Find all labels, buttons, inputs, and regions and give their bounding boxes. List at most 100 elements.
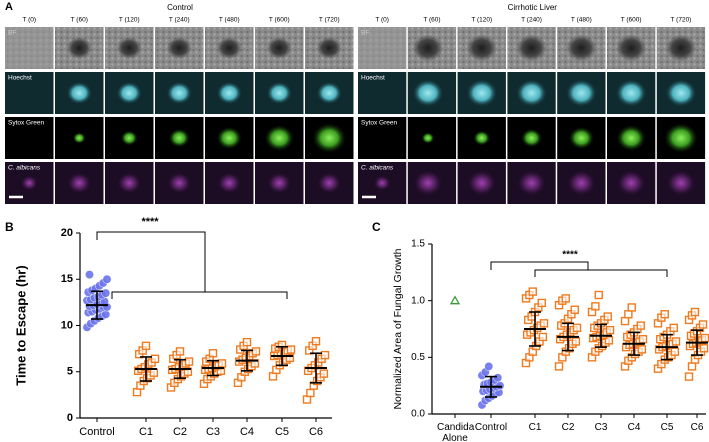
cell-blob (516, 34, 547, 62)
data-point (637, 345, 647, 354)
cell-blob (665, 79, 697, 107)
cell-blob (72, 132, 86, 144)
data-point (102, 274, 112, 284)
panel-title: Cirrhotic Liver (508, 3, 558, 12)
column-header: T (0) (375, 17, 389, 24)
row-label: BF (8, 30, 16, 37)
cell-blob (166, 171, 192, 195)
cell-blob (216, 126, 243, 150)
data-point (537, 298, 546, 308)
image-tile-texture (5, 27, 54, 69)
x-tick-label: Control (79, 426, 114, 438)
data-point (85, 270, 94, 280)
image-tile-texture (358, 27, 407, 69)
cell-blob (615, 34, 647, 62)
x-tick-label: C1 (139, 426, 153, 438)
data-point (660, 310, 669, 319)
panel-title: Control (167, 3, 193, 12)
data-point (306, 388, 315, 398)
cell-blob (516, 79, 547, 107)
column-header: T (60) (423, 17, 440, 24)
cell-blob (66, 171, 92, 195)
y-tick-label: 0 (67, 412, 73, 424)
data-point (671, 337, 681, 346)
data-point (539, 319, 549, 328)
data-point (572, 323, 582, 333)
column-header: T (240) (521, 17, 542, 24)
column-header: T (120) (471, 17, 492, 24)
cell-blob (516, 169, 547, 197)
cell-blob (116, 171, 142, 195)
cell-blob (472, 130, 491, 146)
data-point (624, 310, 633, 319)
data-point (684, 372, 694, 381)
cell-blob (665, 34, 697, 62)
data-point (571, 337, 581, 346)
cell-blob (663, 122, 699, 154)
cell-blob (263, 124, 295, 152)
cell-blob (266, 81, 292, 105)
y-tick-label: 20 (61, 227, 73, 239)
image-tile (358, 72, 407, 114)
cell-blob (466, 169, 498, 197)
x-tick-label: C5 (660, 422, 674, 433)
cell-blob (566, 169, 597, 197)
data-point (320, 350, 330, 360)
data-point (484, 361, 494, 371)
data-point (698, 320, 708, 329)
x-tick-label: C6 (309, 426, 323, 438)
data-point (286, 345, 296, 354)
image-tile (358, 117, 407, 159)
data-point (638, 335, 648, 344)
row-label: BF (361, 30, 369, 37)
row-label: Hoechst (361, 75, 385, 82)
cell-blob (615, 169, 647, 197)
column-header: T (120) (119, 17, 140, 24)
column-header: T (720) (319, 17, 340, 24)
cell-blob (316, 81, 342, 105)
cell-blob (665, 169, 697, 197)
data-point (561, 294, 570, 303)
row-label: C. albicans (8, 165, 41, 172)
row-label: C. albicans (361, 165, 394, 172)
column-header: T (240) (169, 17, 190, 24)
data-point (636, 321, 645, 330)
panel-label: C (372, 220, 381, 234)
y-tick-label: 1.5 (411, 239, 425, 250)
data-point (319, 369, 329, 378)
cell-blob (466, 79, 498, 107)
data-point (528, 287, 537, 296)
x-tick-label: C1 (528, 422, 542, 433)
cell-blob (615, 79, 647, 107)
x-tick-label: C2 (561, 422, 575, 433)
data-point (493, 373, 503, 383)
data-point (699, 344, 709, 353)
cell-blob (216, 36, 242, 60)
cell-blob (412, 34, 444, 62)
cell-blob (116, 81, 142, 105)
data-point (605, 325, 615, 335)
row-label: Sytox Green (8, 120, 45, 127)
cell-blob (266, 36, 292, 60)
y-tick-label: 1.0 (411, 295, 425, 306)
data-point (150, 354, 160, 363)
cell-blob (466, 34, 498, 62)
x-tick-label: C4 (627, 422, 641, 433)
data-point (311, 337, 321, 346)
x-tick-label: C6 (690, 422, 704, 433)
column-header: T (600) (621, 17, 642, 24)
significance-bracket (96, 231, 668, 299)
cell-blob (566, 79, 597, 107)
cell-blob (412, 169, 444, 197)
y-tick-label: 5 (67, 366, 73, 378)
cell-blob (316, 36, 342, 60)
column-header: T (600) (269, 17, 290, 24)
cell-blob (20, 175, 39, 191)
x-tick-label: Candida Alone (437, 422, 475, 442)
data-point (242, 337, 252, 347)
data-point (700, 333, 709, 343)
data-point (603, 312, 612, 321)
data-point (570, 305, 579, 314)
